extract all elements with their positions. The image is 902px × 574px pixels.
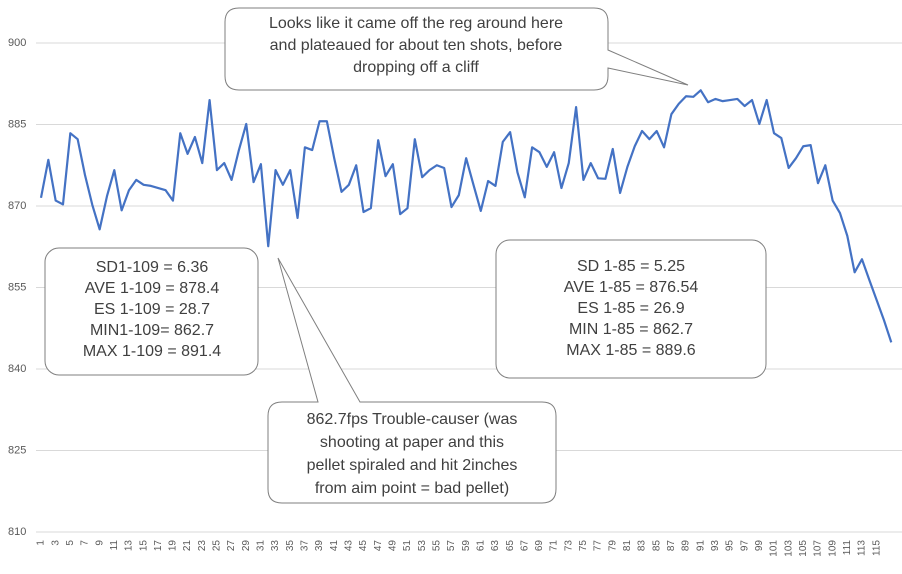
x-tick-label: 63	[490, 540, 501, 552]
x-tick-label: 61	[475, 540, 486, 552]
x-tick-label: 115	[871, 540, 882, 556]
x-tick-label: 27	[226, 540, 237, 552]
x-tick-label: 1	[36, 540, 47, 546]
x-tick-label: 87	[666, 540, 677, 552]
x-tick-label: 97	[739, 540, 750, 552]
x-tick-label: 11	[109, 540, 120, 551]
y-tick-label: 855	[8, 281, 26, 293]
x-tick-label: 93	[710, 540, 721, 552]
x-tick-label: 35	[285, 540, 296, 552]
y-tick-label: 885	[8, 118, 26, 130]
x-tick-label: 19	[168, 540, 179, 552]
x-tick-label: 99	[754, 540, 765, 552]
y-tick-label: 900	[8, 37, 26, 49]
x-tick-label: 67	[519, 540, 530, 552]
x-tick-label: 25	[212, 540, 223, 552]
x-tick-label: 59	[461, 540, 472, 552]
annotation-text: and plateaued for about ten shots, befor…	[270, 37, 563, 54]
y-tick-label: 810	[8, 526, 26, 538]
x-tick-label: 43	[344, 540, 355, 552]
annotation-text: MIN1-109= 862.7	[90, 322, 214, 339]
x-tick-label: 7	[80, 540, 91, 546]
annotation-text: shooting at paper and this	[320, 434, 504, 451]
x-tick-label: 77	[593, 540, 604, 552]
annotation-text: AVE 1-109 = 878.4	[85, 280, 220, 297]
x-tick-label: 109	[827, 540, 838, 557]
annotation-text: MAX 1-85 = 889.6	[566, 342, 696, 359]
x-tick-label: 51	[402, 540, 413, 552]
x-tick-label: 31	[256, 540, 267, 552]
x-tick-label: 73	[563, 540, 574, 552]
y-tick-label: 870	[8, 200, 26, 212]
x-tick-label: 113	[857, 540, 868, 556]
annotation-text: dropping off a cliff	[353, 59, 479, 76]
x-tick-label: 29	[241, 540, 252, 552]
annotation-text: Looks like it came off the reg around he…	[269, 15, 563, 32]
x-tick-label: 95	[725, 540, 736, 552]
x-tick-label: 91	[695, 540, 706, 552]
x-tick-label: 81	[622, 540, 633, 552]
y-tick-label: 840	[8, 363, 26, 375]
annotation-text: AVE 1-85 = 876.54	[564, 279, 699, 296]
callout-box	[44, 247, 259, 376]
x-tick-label: 3	[50, 540, 61, 546]
x-tick-label: 83	[637, 540, 648, 552]
x-tick-label: 79	[607, 540, 618, 552]
annotation-text: MIN 1-85 = 862.7	[569, 321, 693, 338]
x-tick-label: 85	[651, 540, 662, 552]
x-tick-label: 5	[65, 540, 76, 546]
callout-box	[224, 7, 689, 91]
x-tick-label: 33	[270, 540, 281, 552]
x-tick-label: 21	[182, 540, 193, 552]
x-tick-label: 65	[505, 540, 516, 552]
annotation-text: from aim point = bad pellet)	[315, 480, 509, 497]
callout-box	[267, 257, 557, 504]
plot	[39, 89, 893, 343]
x-tick-label: 45	[358, 540, 369, 552]
x-tick-label: 15	[138, 540, 149, 552]
callout-box	[495, 239, 767, 379]
x-tick-label: 107	[813, 540, 824, 557]
x-tick-label: 39	[314, 540, 325, 552]
x-tick-label: 57	[446, 540, 457, 552]
x-tick-label: 53	[417, 540, 428, 552]
x-tick-label: 111	[842, 540, 853, 556]
x-tick-label: 23	[197, 540, 208, 552]
x-tick-label: 71	[549, 540, 560, 552]
x-tick-label: 13	[124, 540, 135, 552]
annotation-text: pellet spiraled and hit 2inches	[307, 457, 518, 474]
x-tick-label: 47	[373, 540, 384, 552]
x-tick-label: 9	[94, 540, 105, 546]
annotation-text: ES 1-109 = 28.7	[94, 301, 210, 318]
annotation-text: SD1-109 = 6.36	[96, 259, 209, 276]
x-tick-label: 103	[783, 540, 794, 557]
x-tick-label: 49	[387, 540, 398, 552]
annotation-text: 862.7fps Trouble-causer (was	[307, 411, 518, 428]
x-tick-label: 69	[534, 540, 545, 552]
x-tick-label: 17	[153, 540, 164, 552]
x-tick-label: 55	[431, 540, 442, 552]
x-tick-label: 105	[798, 540, 809, 557]
x-tick-label: 89	[681, 540, 692, 552]
x-tick-label: 101	[769, 540, 780, 557]
x-tick-label: 37	[300, 540, 311, 552]
data-line	[39, 89, 893, 343]
annotation-text: ES 1-85 = 26.9	[577, 300, 684, 317]
x-tick-label: 75	[578, 540, 589, 552]
annotations: Looks like it came off the reg around he…	[44, 7, 767, 504]
y-tick-label: 825	[8, 444, 26, 456]
x-tick-label: 41	[329, 540, 340, 552]
annotation-text: SD 1-85 = 5.25	[577, 258, 685, 275]
annotation-text: MAX 1-109 = 891.4	[83, 343, 221, 360]
